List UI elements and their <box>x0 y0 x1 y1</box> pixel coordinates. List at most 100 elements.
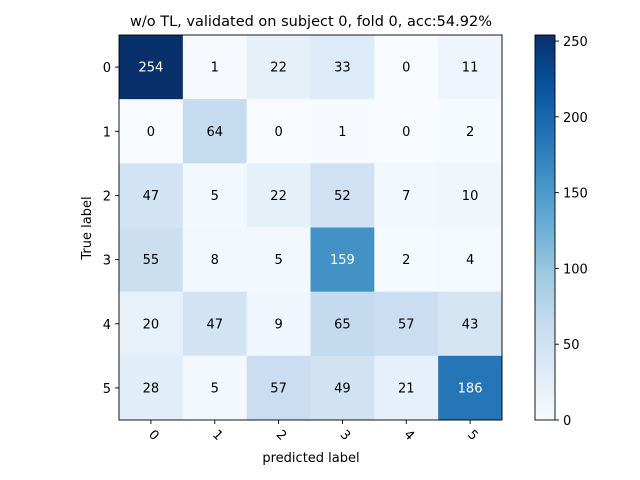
heatmap-cell <box>438 291 503 357</box>
heatmap-cell <box>374 227 439 293</box>
y-tick-label: 1 <box>103 125 111 140</box>
heatmap-cell <box>374 35 439 100</box>
heatmap-cell <box>182 35 248 100</box>
heatmap-cell <box>182 227 248 293</box>
cell-value-label: 1 <box>338 125 346 140</box>
x-tick-label: 0 <box>145 427 161 443</box>
heatmap-cell <box>119 291 184 357</box>
x-tick-label: 5 <box>464 427 480 443</box>
cell-value-label: 8 <box>211 253 219 268</box>
x-axis-ticks: 0 1 2 3 4 5 <box>145 420 481 444</box>
x-tick-label: 4 <box>400 427 416 443</box>
cell-value-label: 5 <box>211 189 219 204</box>
heatmap-cell <box>182 163 248 228</box>
cell-value-label: 0 <box>402 125 410 140</box>
cell-value-label: 57 <box>398 317 415 332</box>
heatmap-cell <box>374 355 439 421</box>
cell-value-label: 11 <box>462 61 479 76</box>
heatmap-cell <box>438 227 503 293</box>
heatmap-cell <box>182 291 248 357</box>
heatmap-cell <box>182 355 248 421</box>
heatmap-cell <box>119 163 184 228</box>
cell-value-label: 254 <box>139 61 164 76</box>
colorbar-ticks: 0 50 100 150 200 250 <box>555 35 588 429</box>
cell-value-label: 186 <box>458 381 483 396</box>
colorbar-tick-label: 0 <box>563 414 571 429</box>
cell-value-label: 65 <box>334 317 351 332</box>
heatmap-cell <box>246 227 311 293</box>
heatmap-cell <box>374 291 439 357</box>
heatmap-cell <box>374 163 439 228</box>
cell-value-label: 2 <box>402 253 410 268</box>
plot-frame <box>118 34 503 421</box>
y-tick-label: 2 <box>103 189 111 204</box>
cell-value-label: 5 <box>211 381 219 396</box>
cell-value-label: 21 <box>398 381 415 396</box>
colorbar <box>534 34 556 421</box>
x-tick-label: 1 <box>209 427 225 443</box>
heatmap-cell <box>310 99 375 164</box>
heatmap-cell <box>438 35 503 100</box>
cell-value-label: 64 <box>206 125 223 140</box>
colorbar-tick-label: 150 <box>563 187 588 202</box>
cell-value-label: 49 <box>334 381 351 396</box>
cell-value-label: 10 <box>462 189 479 204</box>
heatmap-cell <box>438 163 503 228</box>
cell-value-label: 55 <box>143 253 160 268</box>
cell-value-label: 5 <box>274 253 282 268</box>
x-axis-label: predicted label <box>262 451 359 466</box>
cell-value-label: 47 <box>206 317 223 332</box>
heatmap-cell <box>119 227 184 293</box>
heatmap-cell <box>182 99 248 164</box>
chart-title: w/o TL, validated on subject 0, fold 0, … <box>130 14 492 30</box>
y-tick-label: 0 <box>103 61 111 76</box>
cell-value-label: 47 <box>143 189 160 204</box>
colorbar-tick-label: 50 <box>563 338 580 353</box>
cell-value-label: 20 <box>143 317 160 332</box>
x-tick-label: 3 <box>337 427 353 443</box>
cell-value-label: 57 <box>270 381 287 396</box>
heatmap-cell <box>438 355 503 421</box>
heatmap-cell <box>374 99 439 164</box>
cell-value-label: 7 <box>402 189 410 204</box>
colorbar-tick-label: 200 <box>563 111 588 126</box>
cell-value-label: 22 <box>270 189 287 204</box>
y-tick-label: 3 <box>103 254 111 269</box>
cell-value-label: 1 <box>211 61 219 76</box>
cell-value-label: 22 <box>270 61 287 76</box>
colorbar-tick-label: 100 <box>563 262 588 277</box>
heatmap-cell <box>246 99 311 164</box>
heatmap-cell <box>310 355 375 421</box>
heatmap-cell <box>310 35 375 100</box>
heatmap-cell <box>119 35 184 100</box>
heatmap-cell <box>246 291 311 357</box>
cell-value-label: 2 <box>466 125 474 140</box>
heatmap-cell <box>246 355 311 421</box>
heatmap-cell <box>119 355 184 421</box>
heatmap-cell <box>246 163 311 228</box>
cell-value-label: 0 <box>402 61 410 76</box>
cell-value-label: 43 <box>462 317 479 332</box>
cell-value-label: 9 <box>274 317 282 332</box>
cell-value-label: 28 <box>143 381 160 396</box>
cell-value-label: 0 <box>274 125 282 140</box>
y-axis-ticks: 0 1 2 3 4 5 <box>103 61 119 397</box>
cell-value-label: 0 <box>147 125 155 140</box>
colorbar-tick-label: 250 <box>563 35 588 50</box>
heatmap-cell <box>310 163 375 228</box>
y-axis-label: True label <box>80 196 95 260</box>
cell-value-label: 4 <box>466 253 474 268</box>
heatmap-cell <box>310 291 375 357</box>
cell-value-label: 52 <box>334 189 351 204</box>
x-tick-label: 2 <box>273 427 289 443</box>
y-tick-label: 5 <box>103 382 111 397</box>
cell-value-label: 33 <box>334 61 351 76</box>
heatmap-cell <box>310 227 375 293</box>
cell-value-label: 159 <box>330 253 355 268</box>
heatmap-cell <box>246 35 311 100</box>
heatmap-cell <box>119 99 184 164</box>
heatmap-cell <box>438 99 503 164</box>
y-tick-label: 4 <box>103 318 111 333</box>
